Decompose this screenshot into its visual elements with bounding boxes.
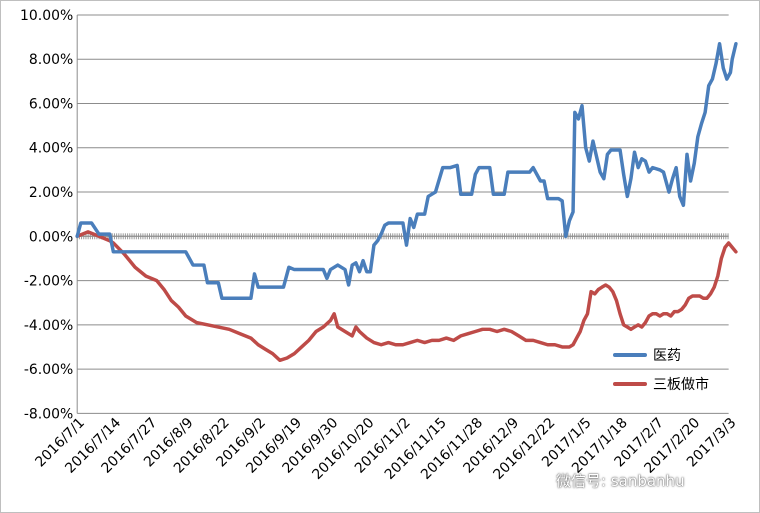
y-tick-label: -6.00% [24, 362, 73, 378]
legend-item-yiyao: 医药 [613, 345, 681, 365]
y-tick-label: 6.00% [29, 96, 73, 112]
y-tick-label: -8.00% [24, 406, 73, 422]
legend-label-sanban: 三板做市 [653, 377, 709, 393]
y-tick-label: 2.00% [29, 185, 73, 201]
legend-swatch-yiyao [613, 353, 647, 357]
zero-line [76, 233, 729, 240]
y-tick-label: 0.00% [29, 229, 73, 245]
y-tick-label: -4.00% [24, 318, 73, 334]
y-tick-label: 8.00% [29, 52, 73, 68]
legend-label-yiyao: 医药 [653, 348, 681, 364]
series-line-yiyao [75, 41, 738, 300]
legend-swatch-sanban [613, 382, 647, 386]
watermark-text: 微信号: sanbanhu [556, 472, 685, 490]
y-tick-label: 4.00% [29, 141, 73, 157]
y-tick-label: 10.00% [20, 8, 73, 24]
series-line-sanban [75, 230, 738, 363]
y-axis-tick-labels: 10.00% 8.00% 6.00% 4.00% 2.00% 0.00% -2.00% -4.… [20, 8, 73, 422]
y-tick-label: -2.00% [24, 274, 73, 290]
legend-item-sanban: 三板做市 [613, 374, 709, 394]
series-lines [75, 41, 738, 363]
